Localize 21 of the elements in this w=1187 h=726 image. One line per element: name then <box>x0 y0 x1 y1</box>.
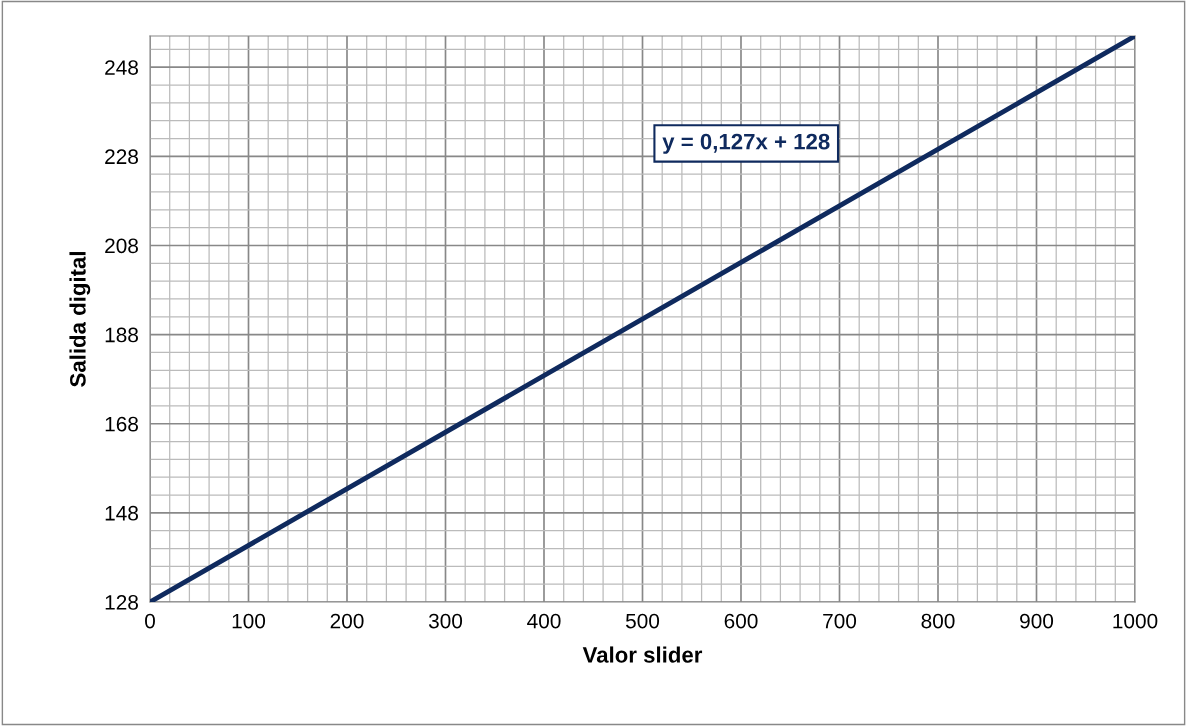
x-tick-label: 100 <box>232 613 266 629</box>
y-tick-label: 128 <box>105 595 138 610</box>
y-tick-label: 168 <box>105 416 138 432</box>
x-tick-label: 900 <box>1020 613 1054 629</box>
annotation: y = 0,127x + 128 <box>662 133 830 154</box>
x-tick-label: 600 <box>724 613 758 629</box>
x-tick-label: 800 <box>921 613 955 629</box>
x-tick-label: 1000 <box>1113 613 1158 629</box>
x-tick-label: 300 <box>428 613 463 629</box>
x-tick-label: 700 <box>823 613 857 629</box>
y-tick-label: 208 <box>105 238 138 254</box>
x-axis-title: Valor slider <box>582 646 703 663</box>
y-tick-label: 148 <box>105 505 138 521</box>
y-tick-label: 228 <box>105 149 138 165</box>
x-tick-label: 500 <box>625 613 660 629</box>
y-tick-label: 248 <box>105 60 138 75</box>
x-tick-label: 400 <box>527 613 561 629</box>
y-axis-title: Salida digital <box>69 252 91 387</box>
x-tick-label: 0 <box>145 613 155 629</box>
y-tick-label: 188 <box>105 327 138 343</box>
x-tick-label: 200 <box>330 613 364 629</box>
